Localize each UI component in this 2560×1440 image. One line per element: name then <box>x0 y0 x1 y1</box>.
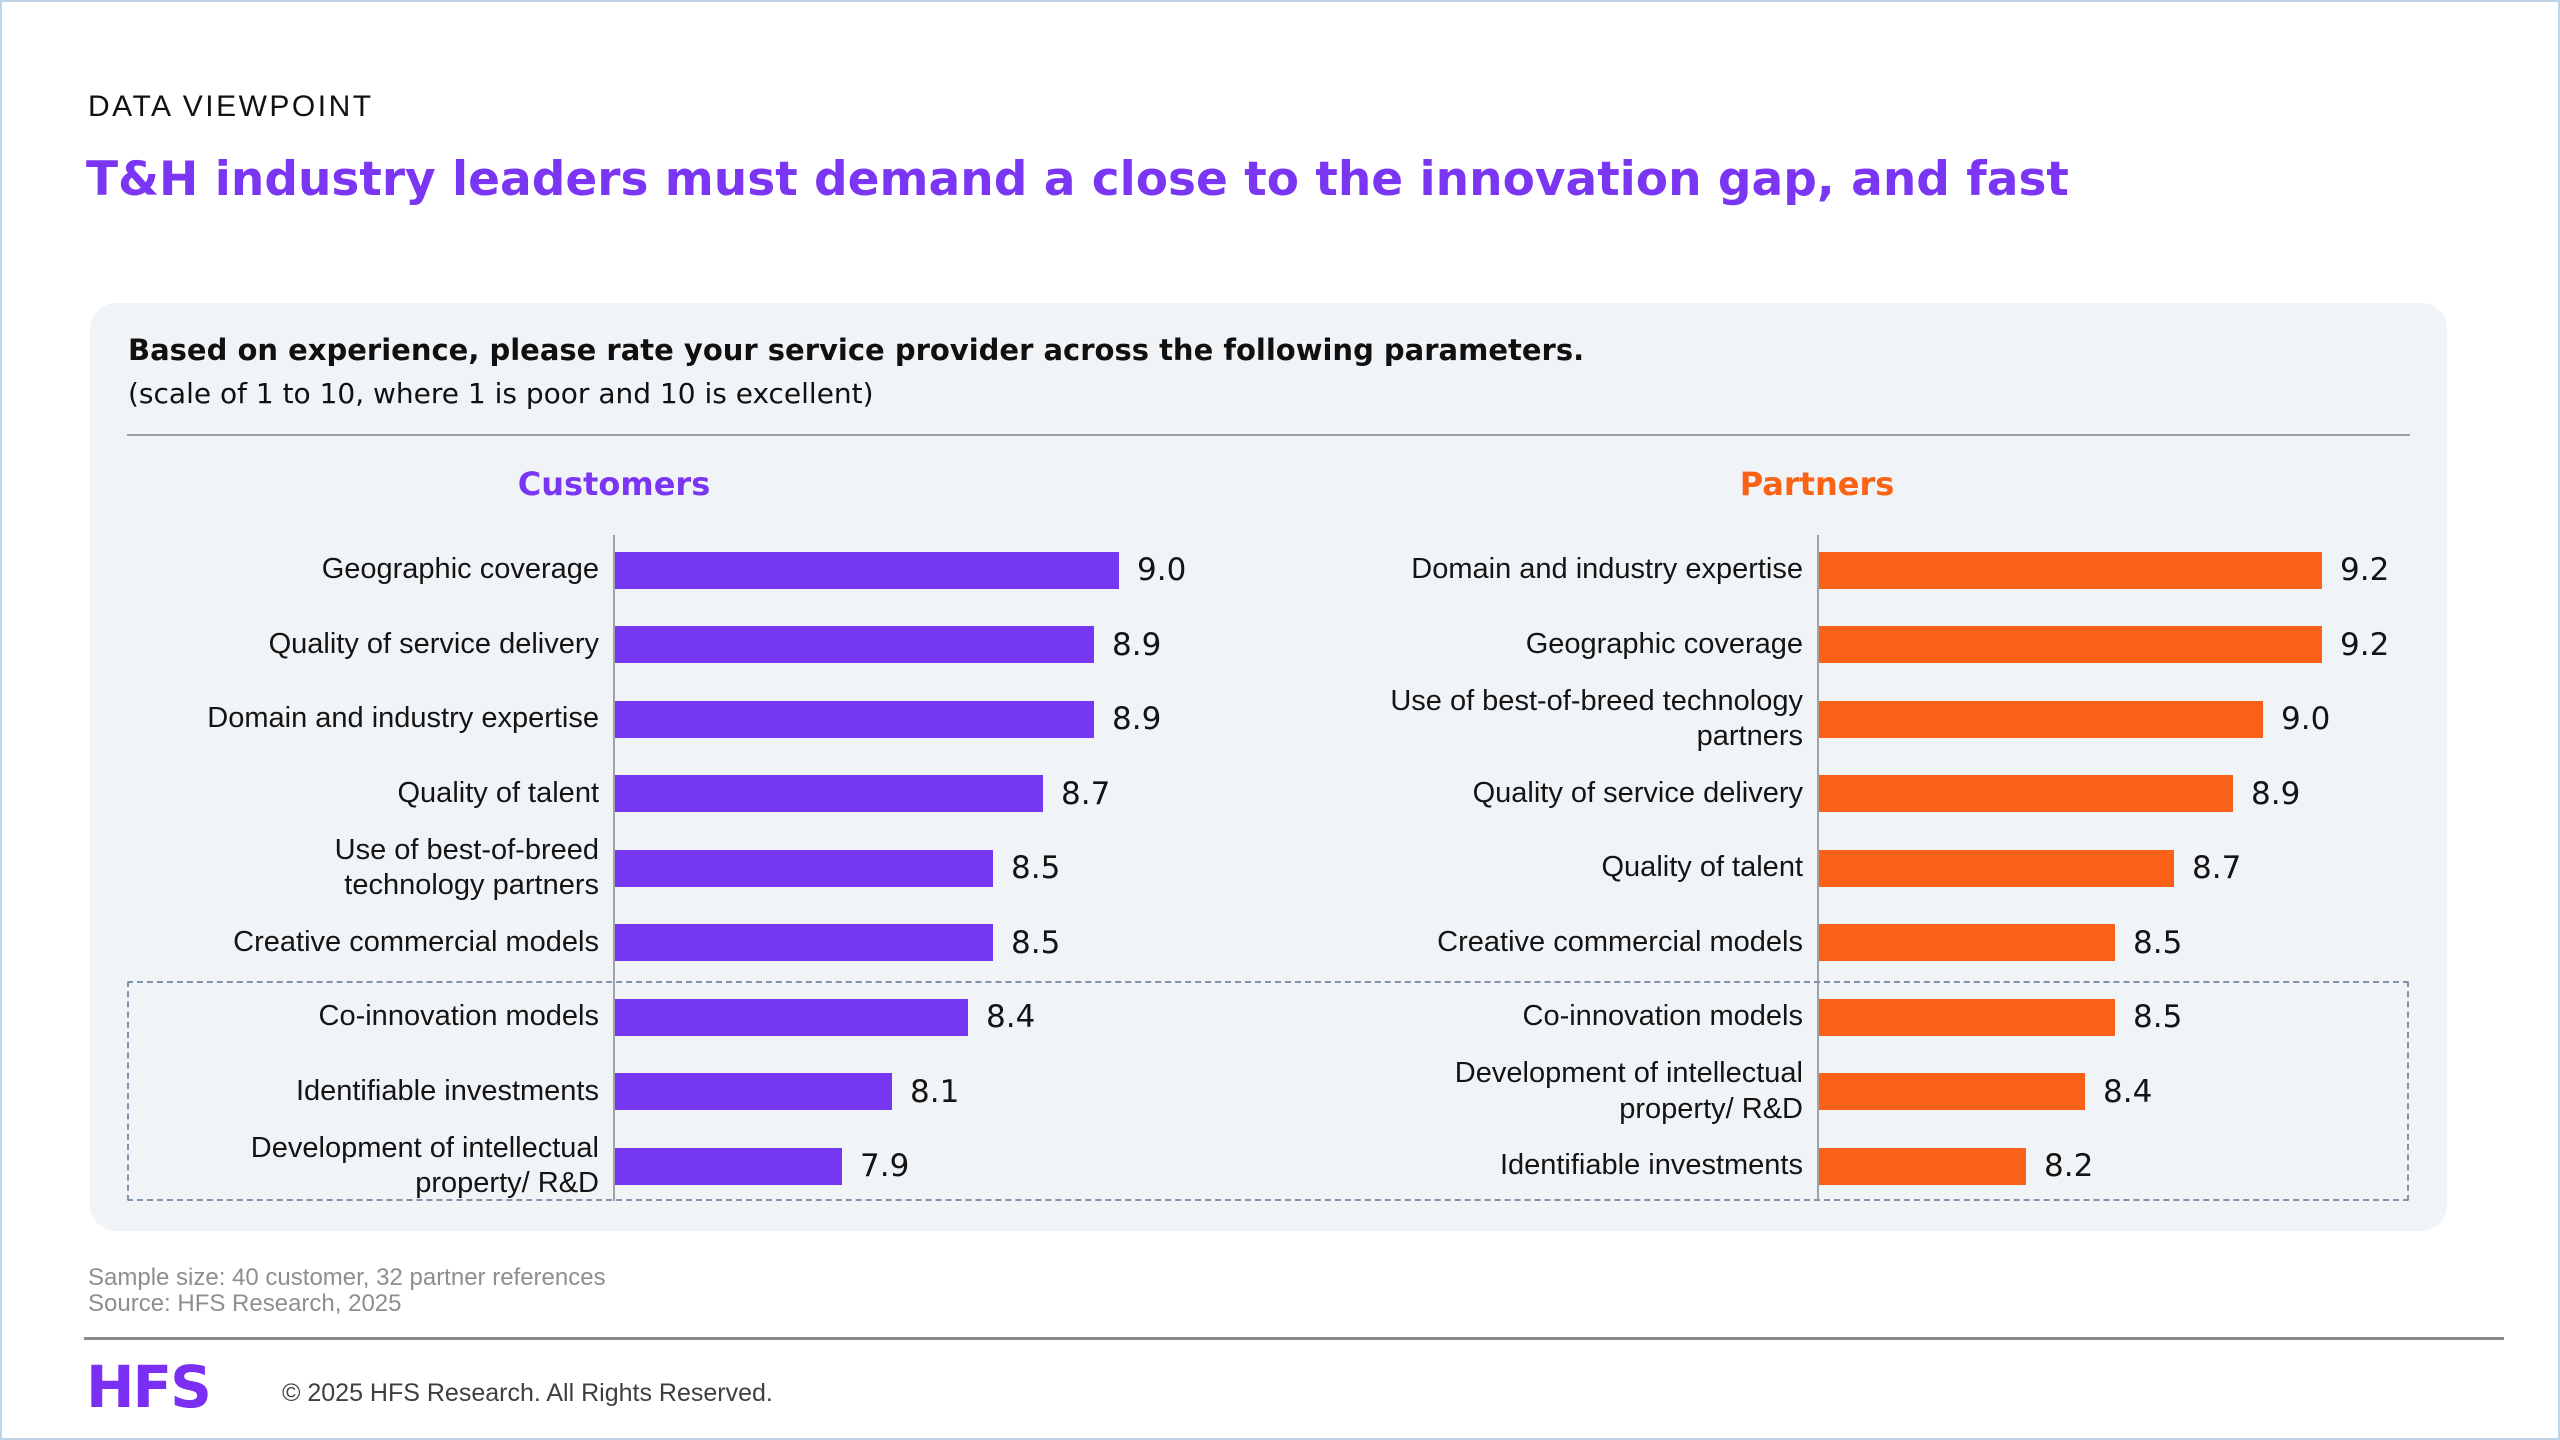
bar-value: 9.2 <box>2340 626 2390 663</box>
bar-label: Domain and industry expertise <box>1411 553 1803 586</box>
bar-label: Identifiable investments <box>295 1074 599 1107</box>
bar-value: 9.0 <box>1137 552 1187 588</box>
bar-value: 7.9 <box>860 1148 910 1184</box>
hfs-logo: HFS <box>86 1353 212 1421</box>
bar-value: 8.9 <box>1112 701 1162 737</box>
bar-label: Creative commercial models <box>233 925 599 958</box>
customers-axis-line <box>613 535 615 1201</box>
bar-label: Quality of service delivery <box>268 627 599 660</box>
bar-value: 9.0 <box>2281 701 2331 737</box>
bar-value: 8.5 <box>2133 999 2183 1035</box>
bar <box>615 924 993 961</box>
survey-question-scale-note: (scale of 1 to 10, where 1 is poor and 1… <box>128 377 874 410</box>
customers-chart-title: Customers <box>517 465 711 503</box>
bar <box>1819 551 2322 589</box>
bar <box>615 849 993 887</box>
bar-value: 8.4 <box>986 999 1036 1035</box>
bar-value: 8.9 <box>1112 626 1162 663</box>
bar-label: Use of best-of-breed technology partners <box>1390 684 1803 752</box>
bar <box>1819 626 2322 663</box>
partners-chart-title: Partners <box>1739 465 1895 503</box>
bar-label: Development of intellectual property/ R&… <box>250 1131 599 1199</box>
bar-label: Use of best-of-breed technology partners <box>334 833 599 901</box>
bar-label: Co-innovation models <box>318 1000 599 1033</box>
bar <box>615 775 1043 812</box>
bar <box>615 626 1094 663</box>
bar <box>615 551 1119 589</box>
bar <box>1819 924 2115 961</box>
bar-label: Identifiable investments <box>1499 1149 1803 1182</box>
bar <box>1819 775 2233 812</box>
bar-value: 8.7 <box>1061 775 1111 812</box>
bar-value: 8.5 <box>1011 850 1061 886</box>
bar <box>615 1147 842 1185</box>
bar-label: Geographic coverage <box>1525 627 1803 660</box>
page-title: T&H industry leaders must demand a close… <box>86 152 2069 207</box>
footer-divider <box>84 1337 2504 1340</box>
bar-label: Co-innovation models <box>1522 1000 1803 1033</box>
bar <box>615 700 1094 738</box>
bar-value: 8.5 <box>1011 924 1061 961</box>
survey-panel: Based on experience, please rate your se… <box>90 303 2447 1231</box>
bar-label: Domain and industry expertise <box>207 702 599 735</box>
bar-label: Creative commercial models <box>1437 925 1803 958</box>
bar-value: 9.2 <box>2340 552 2390 588</box>
bar <box>1819 998 2115 1036</box>
copyright: © 2025 HFS Research. All Rights Reserved… <box>282 1379 773 1407</box>
bar-value: 8.2 <box>2044 1148 2094 1184</box>
bar <box>1819 1073 2085 1110</box>
bar <box>615 1073 892 1110</box>
bar-label: Quality of talent <box>1601 851 1804 884</box>
survey-question: Based on experience, please rate your se… <box>128 333 1585 367</box>
bar-label: Development of intellectual property/ R&… <box>1454 1057 1803 1125</box>
bar-label: Geographic coverage <box>321 553 599 586</box>
bar <box>1819 1147 2026 1185</box>
innovation-highlight-box <box>127 981 2409 1201</box>
bar-value: 8.5 <box>2133 924 2183 961</box>
bar <box>1819 849 2174 887</box>
bar <box>615 998 968 1036</box>
bar-value: 8.1 <box>910 1073 960 1110</box>
sample-size-note: Sample size: 40 customer, 32 partner ref… <box>88 1264 606 1291</box>
partners-axis-line <box>1817 535 1819 1201</box>
bar-value: 8.9 <box>2251 775 2301 812</box>
bar <box>1819 700 2263 738</box>
bar-label: Quality of service delivery <box>1472 776 1803 809</box>
source-note: Source: HFS Research, 2025 <box>88 1290 402 1317</box>
question-divider <box>127 434 2410 436</box>
eyebrow: DATA VIEWPOINT <box>88 90 374 123</box>
bar-value: 8.7 <box>2192 850 2242 886</box>
bar-value: 8.4 <box>2103 1073 2153 1110</box>
bar-label: Quality of talent <box>397 776 600 809</box>
